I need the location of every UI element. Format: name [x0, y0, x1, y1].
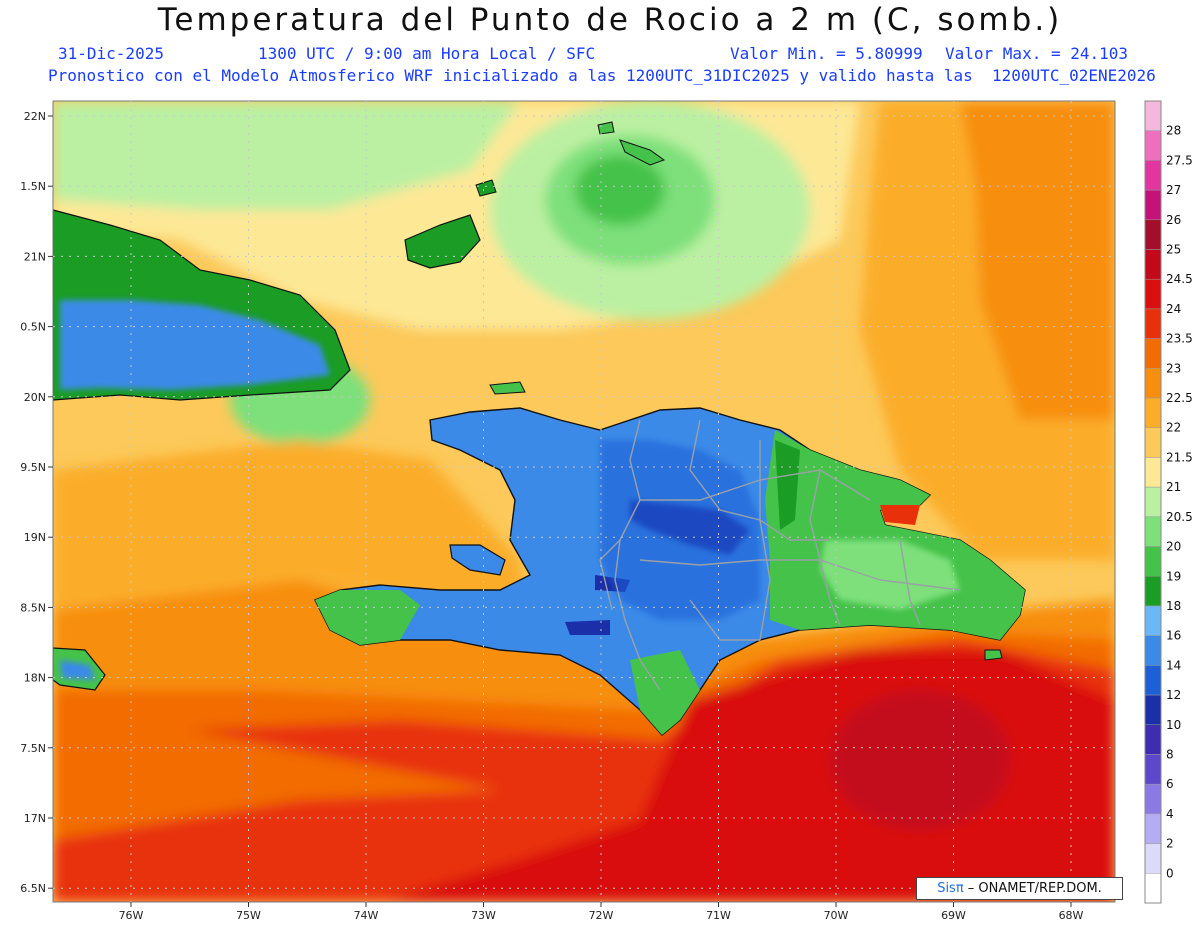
colorbar-swatch	[1144, 368, 1162, 399]
colorbar-swatch	[1144, 694, 1162, 726]
colorbar-swatch	[1144, 546, 1162, 577]
colorbar-label: 6	[1166, 777, 1174, 791]
colorbar-label: 14	[1166, 658, 1181, 672]
lat-tick-label: 9.5N	[20, 461, 46, 474]
colorbar-label: 21	[1166, 480, 1181, 494]
max-value: Valor Max. = 24.103	[945, 44, 1129, 63]
colorbar-label: 27.5	[1166, 153, 1193, 167]
colorbar-label: 27	[1166, 183, 1181, 197]
lon-tick-label: 71W	[706, 909, 731, 922]
colorbar-label: 20	[1166, 540, 1181, 554]
colorbar-label: 26	[1166, 213, 1181, 227]
colorbar-label: 24.5	[1166, 272, 1193, 286]
colorbar-swatch	[1144, 665, 1162, 696]
min-value: Valor Min. = 5.80999	[730, 44, 923, 63]
colorbar: 2827.527262524.52423.52322.52221.52120.5…	[1144, 100, 1193, 904]
colorbar-swatch	[1144, 160, 1162, 191]
latitude-ticks: 22N 1.5N 21N 0.5N 20N 9.5N 19N 8.5N 18N 7.5N 17N 6.…	[20, 110, 53, 895]
lon-tick-label: 73W	[471, 909, 496, 922]
graticule	[53, 101, 1115, 902]
hispaniola-landmass	[314, 407, 1026, 736]
credit-box: Sisπ – ONAMET/REP.DOM.	[916, 877, 1123, 900]
colorbar-label: 4	[1166, 807, 1174, 821]
colorbar-swatch	[1144, 397, 1162, 428]
lat-tick-label: 1.5N	[20, 180, 46, 193]
colorbar-swatch	[1144, 635, 1162, 666]
colorbar-swatch	[1144, 724, 1162, 755]
valid-date: 31-Dic-2025	[58, 44, 164, 63]
colorbar-swatch	[1144, 249, 1162, 280]
colorbar-label: 25	[1166, 243, 1181, 257]
lat-tick-label: 20N	[24, 391, 46, 404]
model-info-line: Pronostico con el Modelo Atmosferico WRF…	[48, 66, 1156, 85]
lat-tick-label: 21N	[24, 250, 46, 263]
colorbar-label: 10	[1166, 718, 1181, 732]
colorbar-swatch	[1144, 130, 1162, 161]
colorbar-label: 12	[1166, 688, 1181, 702]
colorbar-label: 2	[1166, 837, 1174, 851]
credit-text: – ONAMET/REP.DOM.	[963, 881, 1102, 896]
colorbar-swatch	[1144, 873, 1162, 904]
colorbar-label: 18	[1166, 599, 1181, 613]
colorbar-swatch	[1144, 754, 1162, 785]
colorbar-swatch	[1144, 516, 1162, 547]
valid-time: 1300 UTC / 9:00 am Hora Local / SFC	[258, 44, 596, 63]
sispi-logo: Sisπ	[937, 881, 964, 896]
lat-tick-label: 22N	[24, 110, 46, 123]
colorbar-swatch	[1144, 843, 1162, 874]
colorbar-swatch	[1144, 189, 1162, 221]
province-borders	[599, 419, 961, 691]
colorbar-swatch	[1144, 457, 1162, 488]
lon-tick-label: 76W	[119, 909, 144, 922]
colorbar-label: 23	[1166, 361, 1181, 375]
colorbar-swatch	[1144, 219, 1162, 250]
lat-tick-label: 0.5N	[20, 321, 46, 334]
colorbar-label: 22	[1166, 421, 1181, 435]
map-title: Temperatura del Punto de Rocio a 2 m (C,…	[157, 2, 1063, 38]
great-inagua-island	[404, 214, 481, 269]
lon-tick-label: 74W	[354, 909, 379, 922]
lon-tick-label: 70W	[824, 909, 849, 922]
colorbar-frame	[1144, 100, 1162, 904]
cuba-landmass	[53, 209, 351, 401]
colorbar-label: 16	[1166, 629, 1181, 643]
colorbar-swatch	[1144, 605, 1162, 636]
colorbar-label: 8	[1166, 747, 1174, 761]
shaded-field	[53, 101, 1115, 902]
colorbar-label: 19	[1166, 569, 1181, 583]
colorbar-label: 23.5	[1166, 332, 1193, 346]
lon-tick-label: 75W	[236, 909, 261, 922]
lat-tick-label: 6.5N	[20, 882, 46, 895]
colorbar-label: 28	[1166, 124, 1181, 138]
gonave-island	[449, 544, 506, 576]
lat-tick-label: 8.5N	[20, 601, 46, 614]
lon-tick-label: 69W	[941, 909, 966, 922]
colorbar-swatch	[1144, 338, 1162, 369]
colorbar-swatch	[1144, 576, 1162, 607]
colorbar-label: 20.5	[1166, 510, 1193, 524]
lat-tick-label: 17N	[24, 812, 46, 825]
longitude-ticks: 76W 75W 74W 73W 72W 71W 70W 69W 68W	[119, 902, 1084, 922]
colorbar-swatch	[1144, 308, 1162, 339]
plot-frame	[52, 100, 1116, 903]
colorbar-label: 22.5	[1166, 391, 1193, 405]
colorbar-label: 21.5	[1166, 450, 1193, 464]
colorbar-swatch	[1144, 100, 1162, 131]
colorbar-label: 0	[1166, 866, 1174, 880]
colorbar-swatch	[1144, 813, 1162, 844]
colorbar-swatch	[1144, 783, 1162, 815]
colorbar-swatch	[1144, 486, 1162, 518]
colorbar-swatch	[1144, 278, 1162, 310]
colorbar-label: 24	[1166, 302, 1181, 316]
lat-tick-label: 19N	[24, 531, 46, 544]
lat-tick-label: 7.5N	[20, 742, 46, 755]
lon-tick-label: 72W	[589, 909, 614, 922]
lat-tick-label: 18N	[24, 672, 46, 685]
colorbar-swatch	[1144, 427, 1162, 458]
lon-tick-label: 68W	[1059, 909, 1084, 922]
